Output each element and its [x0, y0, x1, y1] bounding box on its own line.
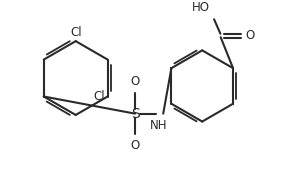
Text: O: O	[130, 140, 140, 153]
Text: O: O	[130, 75, 140, 88]
Text: NH: NH	[150, 119, 167, 132]
Text: HO: HO	[192, 1, 210, 14]
Text: Cl: Cl	[93, 90, 105, 103]
Text: S: S	[131, 107, 139, 121]
Text: O: O	[245, 29, 254, 42]
Text: Cl: Cl	[70, 26, 82, 39]
